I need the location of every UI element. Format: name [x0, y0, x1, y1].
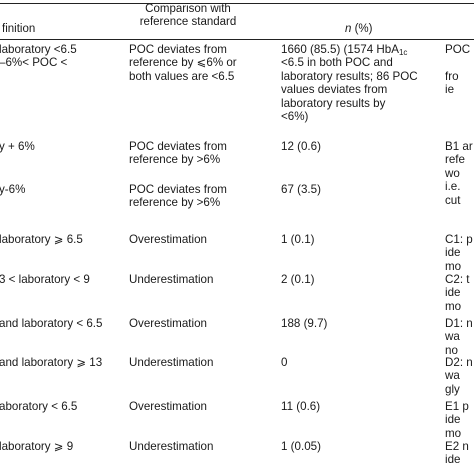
comparison-cell-line: reference by ⩽6% or — [129, 56, 237, 70]
definition-cell-line: y + 6% — [0, 140, 35, 153]
category-cell-line: wa — [445, 369, 460, 383]
definition-cell-line: and laboratory < 6.5 — [0, 317, 103, 330]
definition-cell-line: –6%< POC < — [0, 56, 68, 70]
comparison-cell-line: Underestimation — [129, 440, 214, 453]
n-percent-cell-line: 1 (0.05) — [281, 440, 321, 453]
category-cell-line: C1: p — [445, 233, 473, 246]
n-percent-cell-line: 2 (0.1) — [281, 273, 315, 286]
n-percent-cell-line: <6.5 in both POC and — [281, 56, 393, 70]
comparison-cell-line: reference by >6% — [129, 196, 221, 210]
category-cell-line: mo — [445, 299, 462, 313]
category-cell-line: wo — [445, 166, 460, 180]
n-percent-cell-line: 188 (9.7) — [281, 317, 328, 330]
comparison-cell-line: POC deviates from — [129, 183, 227, 196]
definition-cell-line: 3 < laboratory < 9 — [0, 273, 90, 286]
comparison-cell-line: both values are <6.5 — [129, 69, 235, 83]
n-percent-cell-line: 67 (3.5) — [281, 183, 321, 196]
n-percent-cell-line: 0 — [281, 356, 288, 369]
category-cell-line: fro — [445, 69, 459, 83]
category-cell-line: D2: n — [445, 356, 473, 369]
comparison-cell-line: POC deviates from — [129, 43, 227, 56]
comparison-cell-line: POC deviates from — [129, 140, 227, 153]
n-percent-cell-line: 1 (0.1) — [281, 233, 315, 246]
category-cell-line: E2 n — [445, 440, 469, 453]
header-comparison-line2: reference standard — [139, 16, 237, 28]
category-cell-line: wa — [445, 330, 460, 344]
header-percent-label: (%) — [351, 23, 373, 35]
category-cell-line: gly — [445, 382, 460, 396]
header-definition: finition — [2, 23, 35, 36]
n-percent-cell-line: laboratory results by — [281, 96, 386, 110]
category-cell-line: i.e. — [445, 180, 461, 194]
n-percent-cell-line: values deviates from — [281, 83, 388, 97]
category-cell-line: C2: t — [445, 273, 470, 286]
category-cell-line: E1 p — [445, 400, 469, 413]
category-cell-line: ide — [445, 286, 461, 300]
category-cell-line: no — [445, 343, 458, 357]
top-rule — [0, 3, 474, 4]
category-cell-line: ide — [445, 413, 461, 427]
comparison-cell-line: Underestimation — [129, 273, 214, 286]
category-cell-line: ide — [445, 453, 461, 467]
comparison-cell-line: reference by >6% — [129, 153, 221, 167]
comparison-cell-line: Overestimation — [129, 233, 207, 246]
n-percent-cell-line: <6%) — [281, 110, 309, 123]
definition-cell-line: y-6% — [0, 183, 26, 196]
header-rule — [0, 39, 474, 40]
category-cell-line: ie — [445, 83, 455, 97]
category-cell-line: POC — [445, 43, 471, 56]
n-percent-cell-line: 12 (0.6) — [281, 140, 321, 153]
category-cell-line: B1 ar — [445, 140, 473, 153]
category-cell-line: refe — [445, 153, 465, 167]
definition-cell-line: and laboratory ⩾ 13 — [0, 356, 103, 369]
definition-cell-line: laboratory ⩾ 6.5 — [0, 233, 83, 246]
header-n-symbol: n — [345, 23, 352, 35]
n-percent-cell-line: 1660 (85.5) (1574 HbA1c — [281, 43, 408, 57]
n-percent-cell-line: laboratory results; 86 POC — [281, 69, 418, 83]
header-definition-label: finition — [2, 23, 36, 35]
category-cell-line: mo — [445, 426, 462, 440]
definition-cell-line: aboratory < 6.5 — [0, 400, 78, 413]
definition-cell-line: laboratory ⩾ 9 — [0, 440, 74, 453]
comparison-cell-line: Overestimation — [129, 317, 207, 330]
n-percent-cell-line: 11 (0.6) — [281, 400, 321, 413]
category-cell-line: cut — [445, 193, 461, 207]
header-comparison-line1: Comparison with — [145, 3, 231, 15]
category-cell-line: D1: n — [445, 317, 473, 330]
category-cell-line: mo — [445, 259, 462, 273]
header-comparison: Comparison with reference standard — [128, 3, 248, 29]
comparison-cell-line: Overestimation — [129, 400, 207, 413]
definition-cell-line: laboratory <6.5 — [0, 43, 77, 56]
comparison-cell-line: Underestimation — [129, 356, 214, 369]
category-cell-line: ide — [445, 246, 461, 260]
header-n-percent: n (%) — [345, 23, 373, 36]
